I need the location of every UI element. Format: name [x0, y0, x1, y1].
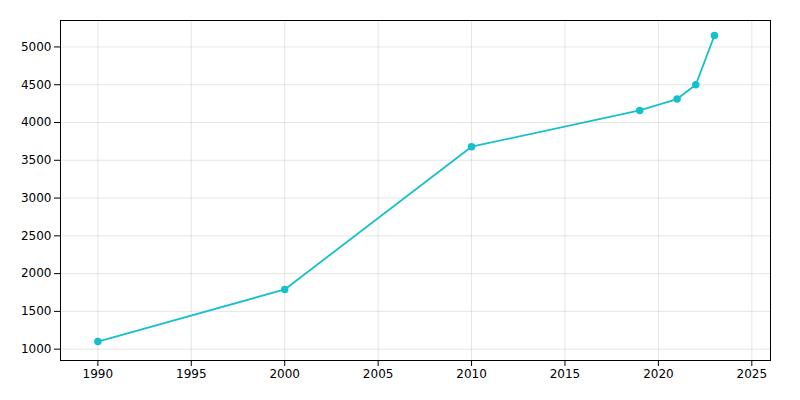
svg-text:2000: 2000 [269, 367, 300, 381]
svg-text:4500: 4500 [21, 78, 52, 92]
svg-text:2020: 2020 [643, 367, 674, 381]
svg-text:2000: 2000 [21, 266, 52, 280]
svg-text:1995: 1995 [176, 367, 207, 381]
svg-text:1000: 1000 [21, 342, 52, 356]
svg-text:2025: 2025 [737, 367, 768, 381]
svg-text:5000: 5000 [21, 40, 52, 54]
svg-text:2010: 2010 [456, 367, 487, 381]
svg-text:1990: 1990 [83, 367, 114, 381]
svg-text:2500: 2500 [21, 229, 52, 243]
svg-text:3000: 3000 [21, 191, 52, 205]
svg-text:2015: 2015 [550, 367, 581, 381]
svg-text:1500: 1500 [21, 304, 52, 318]
svg-text:3500: 3500 [21, 153, 52, 167]
svg-text:2005: 2005 [363, 367, 394, 381]
svg-text:4000: 4000 [21, 115, 52, 129]
